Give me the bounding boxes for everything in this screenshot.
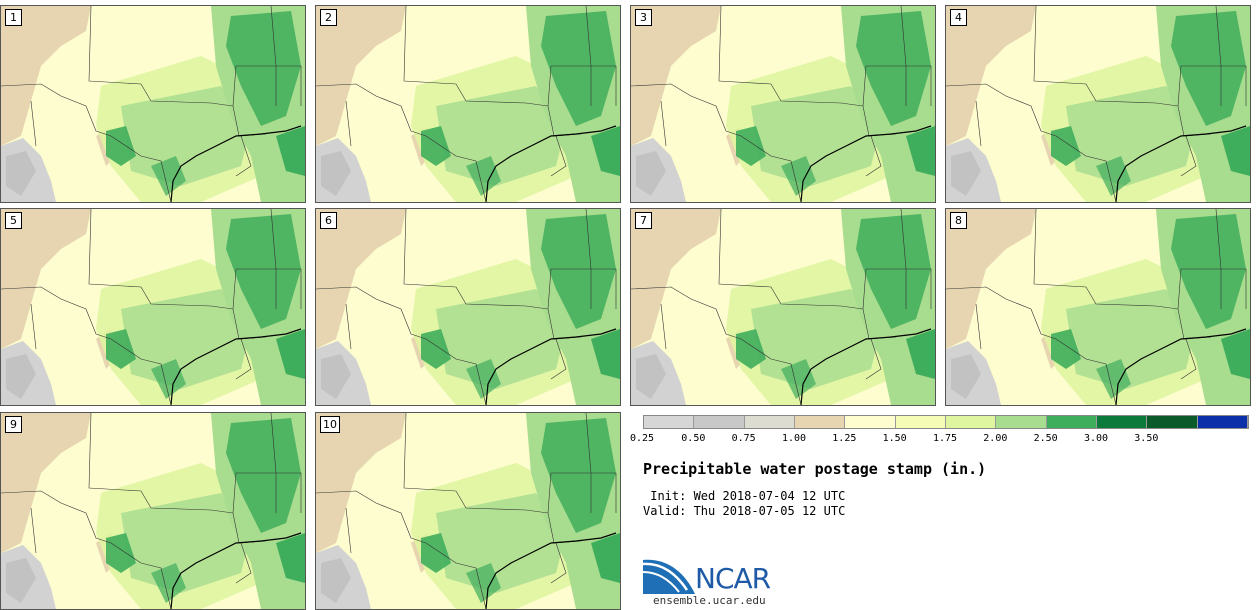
precip-map-6 — [316, 209, 620, 405]
stamp-number: 7 — [635, 212, 652, 229]
stamp-panel-5: 5 — [0, 208, 306, 406]
ncar-logo-icon — [643, 554, 695, 594]
stamp-number: 10 — [320, 416, 340, 433]
stamp-number: 2 — [320, 9, 337, 26]
colorbar-swatch — [845, 416, 896, 428]
precip-map-10 — [316, 413, 620, 609]
colorbar-tick-label: 1.00 — [781, 433, 807, 444]
website-label: ensemble.ucar.edu — [653, 594, 766, 607]
init-time: Init: Wed 2018-07-04 12 UTC — [643, 489, 846, 503]
colorbar-swatch — [794, 416, 846, 428]
colorbar-tick-label: 3.00 — [1083, 433, 1109, 444]
stamp-panel-1: 1 — [0, 5, 306, 203]
stamp-number: 9 — [5, 416, 22, 433]
precip-map-7 — [631, 209, 935, 405]
colorbar-tick-label: 2.00 — [983, 433, 1008, 444]
stamp-panel-4: 4 — [945, 5, 1251, 203]
colorbar-swatch — [1046, 416, 1097, 428]
colorbar-tick-label: 1.75 — [932, 433, 958, 444]
colorbar-tick-label: 3.50 — [1134, 433, 1159, 444]
precip-map-5 — [1, 209, 305, 405]
precip-map-2 — [316, 6, 620, 202]
stamp-panel-10: 10 — [315, 412, 621, 610]
stamp-panel-2: 2 — [315, 5, 621, 203]
stamp-panel-7: 7 — [630, 208, 936, 406]
stamp-number: 6 — [320, 212, 337, 229]
stamp-panel-8: 8 — [945, 208, 1251, 406]
precip-map-1 — [1, 6, 305, 202]
stamp-number: 4 — [950, 9, 967, 26]
colorbar-swatch — [996, 416, 1047, 428]
colorbar-tick-label: 1.50 — [882, 433, 907, 444]
colorbar: 0.25 0.50 0.75 1.00 1.25 1.50 1.75 2.00 2.50 3.00… — [630, 415, 1249, 447]
colorbar-tick-label: 0.50 — [681, 433, 706, 444]
colorbar-tick-label: 1.25 — [832, 433, 857, 444]
colorbar-swatch — [644, 416, 695, 428]
stamp-panel-6: 6 — [315, 208, 621, 406]
precip-map-4 — [946, 6, 1250, 202]
colorbar-swatch — [694, 416, 745, 428]
colorbar-swatch — [1096, 416, 1148, 428]
valid-time: Valid: Thu 2018-07-05 12 UTC — [643, 504, 846, 518]
plot-title: Precipitable water postage stamp (in.) — [643, 460, 987, 478]
stamp-number: 8 — [950, 212, 967, 229]
colorbar-ticks: 0.25 0.50 0.75 1.00 1.25 1.50 1.75 2.00 2.50 3.00… — [630, 433, 1247, 447]
colorbar-swatch — [895, 416, 946, 428]
precip-map-9 — [1, 413, 305, 609]
colorbar-tick-label: 2.50 — [1033, 433, 1058, 444]
colorbar-tick-label: 0.75 — [731, 433, 756, 444]
stamp-number: 3 — [635, 9, 652, 26]
stamp-number: 1 — [5, 9, 22, 26]
colorbar-swatches — [643, 415, 1249, 429]
colorbar-swatch — [1197, 416, 1248, 428]
precip-map-3 — [631, 6, 935, 202]
ncar-logo-text: NCAR — [695, 562, 771, 595]
colorbar-swatch — [945, 416, 997, 428]
stamp-panel-9: 9 — [0, 412, 306, 610]
colorbar-swatch — [744, 416, 795, 428]
precip-map-8 — [946, 209, 1250, 405]
colorbar-swatch — [1147, 416, 1198, 428]
colorbar-tick-label: 0.25 — [630, 433, 655, 444]
stamp-number: 5 — [5, 212, 22, 229]
stamp-panel-3: 3 — [630, 5, 936, 203]
